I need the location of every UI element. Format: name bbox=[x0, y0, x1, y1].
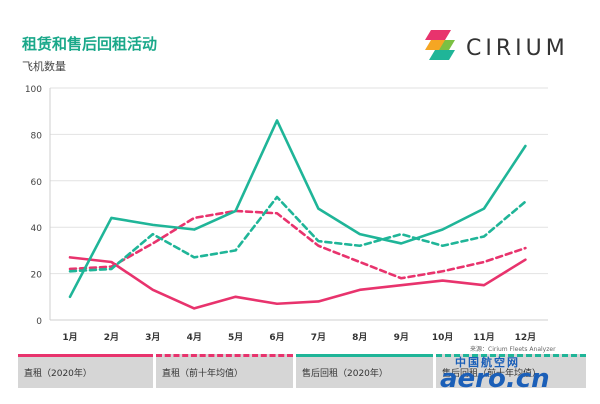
x-tick-label: 3月 bbox=[145, 332, 160, 343]
x-tick-label: 8月 bbox=[352, 332, 367, 343]
cirium-logo-text: CIRIUM bbox=[466, 36, 569, 61]
y-tick-label: 40 bbox=[31, 224, 43, 234]
chart-title: 租赁和售后回租活动 bbox=[22, 35, 158, 53]
x-tick-label: 9月 bbox=[394, 332, 409, 343]
x-tick-label: 4月 bbox=[187, 332, 202, 343]
y-tick-label: 100 bbox=[25, 85, 42, 95]
watermark-logo: aero.cn bbox=[440, 364, 550, 394]
x-tick-label: 1月 bbox=[62, 332, 77, 343]
watermark-cn: 中国航空网 bbox=[455, 356, 520, 369]
series-line-4 bbox=[68, 195, 527, 273]
series-line-3 bbox=[68, 119, 527, 299]
series-line-2 bbox=[68, 209, 527, 280]
y-tick-label: 80 bbox=[31, 131, 43, 141]
y-tick-label: 60 bbox=[31, 178, 43, 188]
cirium-logo-icon bbox=[425, 30, 455, 60]
legend-label: 售后回租（2020年） bbox=[302, 369, 388, 379]
series-line-1 bbox=[68, 256, 527, 310]
legend-item-1: 直租（2020年） bbox=[18, 354, 153, 388]
legend-label: 售后回租（前十年均值） bbox=[442, 369, 542, 379]
legend-item-4: 售后回租（前十年均值） bbox=[436, 354, 586, 388]
source-note: 来源：Cirium Fleets Analyzer bbox=[470, 346, 556, 353]
x-tick-label: 12月 bbox=[515, 332, 537, 343]
x-tick-label: 2月 bbox=[104, 332, 119, 343]
x-tick-label: 5月 bbox=[228, 332, 243, 343]
x-tick-label: 7月 bbox=[311, 332, 326, 343]
legend-label: 直租（2020年） bbox=[24, 369, 92, 379]
x-tick-label: 11月 bbox=[473, 332, 495, 343]
legend-item-2: 直租（前十年均值） bbox=[156, 354, 293, 388]
legend-label: 直租（前十年均值） bbox=[162, 369, 244, 379]
legend-item-3: 售后回租（2020年） bbox=[296, 354, 433, 388]
cirium-logo bbox=[425, 30, 455, 60]
y-axis-label: 飞机数量 bbox=[22, 60, 66, 73]
y-tick-label: 20 bbox=[31, 271, 43, 281]
x-tick-label: 6月 bbox=[269, 332, 284, 343]
y-tick-label: 0 bbox=[36, 317, 42, 327]
x-tick-label: 10月 bbox=[432, 332, 454, 343]
